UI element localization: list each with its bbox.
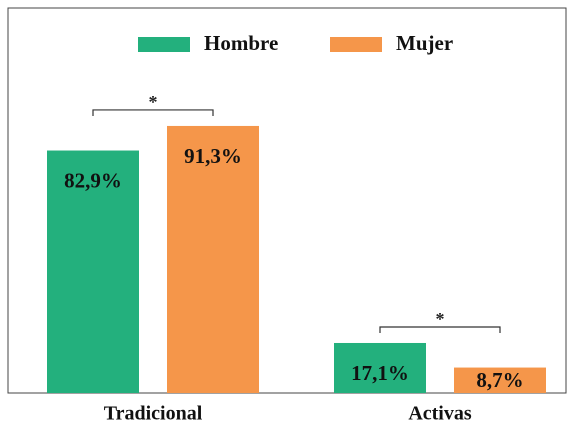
annotation: * (436, 309, 445, 329)
plot-frame (7, 7, 567, 394)
bar (47, 150, 139, 393)
significance-bracket (379, 326, 501, 333)
value-label: 82,9% (64, 168, 122, 192)
bar (334, 342, 426, 393)
bar (167, 125, 259, 393)
significance-bracket (92, 109, 214, 116)
value-label: 8,7% (476, 368, 523, 392)
legend-label: Mujer (396, 31, 453, 55)
annotation: * (149, 92, 158, 112)
value-label: 17,1% (351, 361, 409, 385)
legend-swatch (330, 37, 382, 52)
x-tick-label: Tradicional (104, 403, 203, 425)
legend-swatch (138, 37, 190, 52)
bar (454, 367, 546, 393)
value-label: 91,3% (184, 144, 242, 168)
legend-label: Hombre (204, 31, 278, 55)
x-tick-label: Activas (408, 403, 472, 425)
